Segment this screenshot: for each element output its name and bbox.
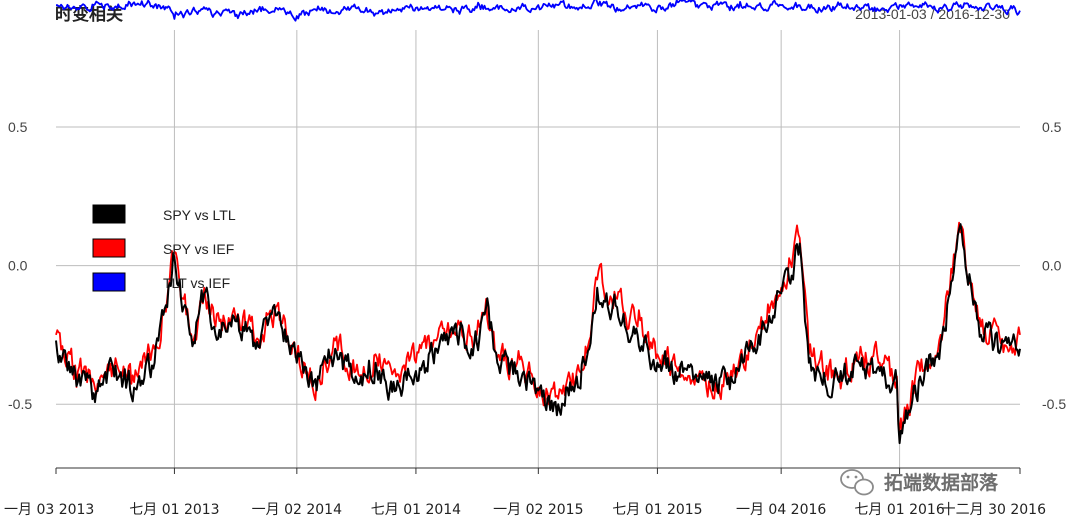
y-tick-label-left: -0.5 — [8, 396, 32, 412]
y-tick-label-right: -0.5 — [1042, 396, 1066, 412]
legend-label-tlt-ief: TLT vs IEF — [163, 275, 230, 291]
legend-swatch-spy-ief — [92, 238, 126, 258]
wechat-icon — [840, 469, 874, 496]
x-tick-label: 十二月 30 2016 — [942, 502, 1046, 518]
watermark-text: 拓端数据部落 — [884, 471, 999, 494]
legend: SPY vs LTL SPY vs IEF TLT vs IEF — [92, 204, 236, 292]
series-lines — [55, 0, 1021, 445]
x-tick-label: 一月 02 2014 — [252, 502, 342, 518]
x-tick-label: 七月 01 2013 — [129, 502, 219, 518]
y-tick-label-right: 0.0 — [1042, 258, 1062, 274]
x-tick-label: 一月 03 2013 — [4, 502, 94, 518]
grid — [56, 30, 1020, 468]
date-range: 2013-01-03 / 2016-12-30 — [855, 6, 1010, 22]
x-tick-label: 七月 01 2015 — [612, 502, 702, 518]
legend-label-spy-ltl: SPY vs LTL — [163, 207, 236, 223]
x-tick-label: 一月 02 2015 — [493, 502, 583, 518]
x-tick-label: 七月 01 2016 — [854, 502, 944, 518]
legend-swatch-tlt-ief — [92, 272, 126, 292]
legend-label-spy-ief: SPY vs IEF — [163, 241, 234, 257]
x-axis-ticks: 一月 03 2013 七月 01 2013 一月 02 2014 七月 01 2014… — [4, 468, 1046, 518]
x-tick-label: 一月 04 2016 — [736, 502, 826, 518]
y-tick-label-left: 0.0 — [8, 258, 28, 274]
series-line-spy-vs-ief — [55, 221, 1021, 433]
series-line-spy-vs-ltl — [55, 223, 1021, 445]
y-tick-label-left: 0.5 — [8, 119, 28, 135]
series-line-tlt-vs-ief — [56, 0, 1021, 22]
watermark: 拓端数据部落 — [840, 469, 999, 496]
legend-swatch-spy-ltl — [92, 204, 126, 224]
y-tick-label-right: 0.5 — [1042, 119, 1062, 135]
y-axis-ticks: 0.5 0.5 0.0 0.0 -0.5 -0.5 — [8, 119, 1066, 412]
x-tick-label: 七月 01 2014 — [371, 502, 461, 518]
